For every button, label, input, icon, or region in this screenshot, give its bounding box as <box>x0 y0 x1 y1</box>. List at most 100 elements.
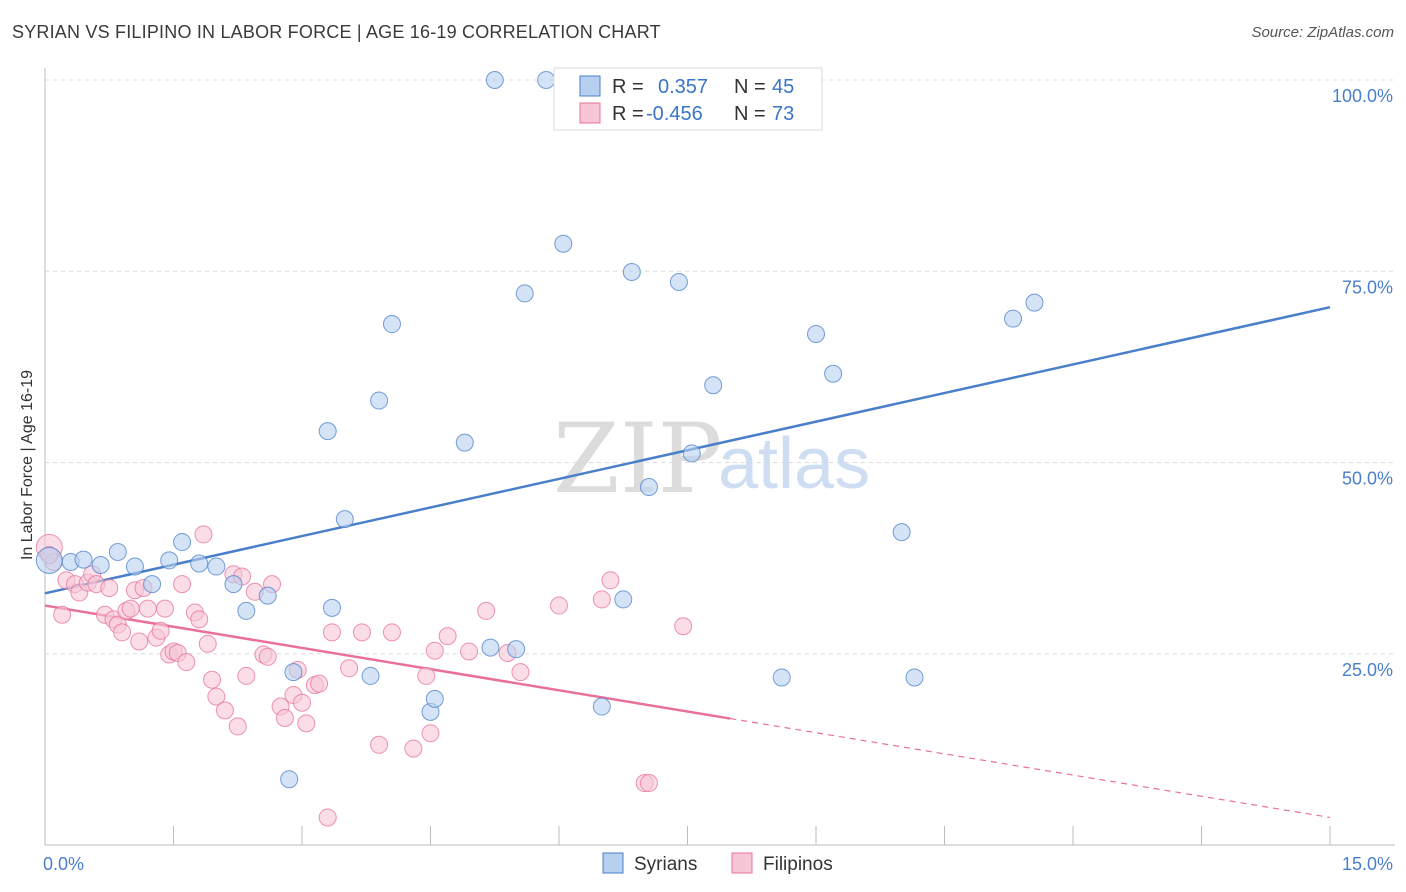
data-point-filipinos <box>258 647 277 666</box>
data-point-filipinos <box>275 709 294 728</box>
data-point-filipinos <box>382 623 401 642</box>
data-point-syrians <box>592 697 611 716</box>
data-point-syrians <box>280 770 299 789</box>
chart-source: Source: ZipAtlas.com <box>1251 24 1394 41</box>
data-point-syrians <box>614 590 633 609</box>
data-point-filipinos <box>340 659 359 678</box>
data-point-syrians <box>1025 293 1044 312</box>
data-point-syrians <box>173 533 192 552</box>
data-point-filipinos <box>425 641 444 660</box>
data-point-syrians <box>237 601 256 620</box>
legend-r-value-filipinos: -0.456 <box>646 103 703 125</box>
bottom-legend-swatch-syrians <box>602 852 624 874</box>
data-point-filipinos <box>138 599 157 618</box>
data-point-filipinos <box>477 601 496 620</box>
y-tick-label: 100.0% <box>1332 86 1393 106</box>
data-point-syrians <box>807 324 825 343</box>
data-point-filipinos <box>352 623 371 642</box>
y-tick-label: 25.0% <box>1342 660 1393 680</box>
trend-line-filipinos <box>44 604 731 720</box>
data-point-syrians <box>622 263 641 282</box>
chart-title: SYRIAN VS FILIPINO IN LABOR FORCE | AGE … <box>12 22 661 42</box>
series-legend: Syrians Filipinos <box>602 852 833 875</box>
data-point-filipinos <box>322 623 341 642</box>
data-point-syrians <box>554 234 573 253</box>
data-point-syrians <box>361 666 380 685</box>
data-point-syrians <box>318 422 337 441</box>
data-point-syrians <box>455 433 474 452</box>
data-point-syrians <box>224 575 243 594</box>
data-point-filipinos <box>511 663 530 682</box>
bottom-legend-swatch-filipinos <box>731 852 753 874</box>
legend-r-label-syrians: R = <box>612 76 644 98</box>
axes <box>44 68 1395 846</box>
data-point-syrians <box>1004 309 1023 328</box>
data-point-filipinos <box>237 666 256 685</box>
data-point-syrians <box>108 543 127 562</box>
data-point-filipinos <box>53 605 72 624</box>
data-point-filipinos <box>438 627 457 646</box>
data-point-filipinos <box>190 610 209 629</box>
data-point-syrians <box>772 668 791 687</box>
data-point-filipinos <box>404 739 423 758</box>
data-point-filipinos <box>639 774 658 793</box>
data-point-filipinos <box>100 578 119 597</box>
data-point-syrians <box>639 477 658 496</box>
x-tick-label: 15.0% <box>1342 854 1393 874</box>
data-point-filipinos <box>228 717 247 736</box>
data-point-syrians <box>258 586 277 605</box>
data-point-filipinos <box>113 623 132 642</box>
legend-n-value-filipinos: 73 <box>772 103 794 125</box>
data-points <box>35 71 1044 827</box>
legend-r-value-syrians: 0.357 <box>658 76 708 98</box>
data-point-syrians <box>35 546 63 574</box>
data-point-syrians <box>669 272 688 291</box>
legend-r-label-filipinos: R = <box>612 103 644 125</box>
x-tick-labels: 0.0% 15.0% <box>43 854 1393 874</box>
gridlines <box>45 79 1395 655</box>
data-point-filipinos <box>121 599 140 618</box>
data-point-filipinos <box>592 590 611 609</box>
data-point-syrians <box>207 557 226 576</box>
data-point-filipinos <box>177 653 196 672</box>
x-tick-label: 0.0% <box>43 854 84 874</box>
legend-n-label-filipinos: N = <box>734 103 766 125</box>
data-point-filipinos <box>318 808 337 827</box>
data-point-syrians <box>425 689 444 708</box>
data-point-filipinos <box>130 632 149 651</box>
data-point-filipinos <box>215 701 234 720</box>
data-point-syrians <box>892 523 911 542</box>
data-point-filipinos <box>293 693 311 712</box>
data-point-syrians <box>335 510 354 529</box>
legend-swatch-filipinos <box>579 102 601 124</box>
legend-swatch-syrians <box>579 75 601 97</box>
trend-line-extension-filipinos <box>730 717 1331 819</box>
data-point-filipinos <box>203 670 222 689</box>
trend-lines <box>44 305 1331 819</box>
data-point-filipinos <box>151 621 170 640</box>
data-point-filipinos <box>601 571 620 590</box>
bottom-legend-label-syrians: Syrians <box>634 854 697 875</box>
data-point-syrians <box>160 551 179 570</box>
data-point-syrians <box>74 550 93 569</box>
y-tick-label: 75.0% <box>1342 277 1393 297</box>
data-point-syrians <box>682 444 701 463</box>
bottom-legend-label-filipinos: Filipinos <box>763 854 833 875</box>
data-point-filipinos <box>460 642 479 661</box>
data-point-filipinos <box>417 666 436 685</box>
data-point-filipinos <box>173 575 192 594</box>
data-point-syrians <box>322 598 341 617</box>
data-point-filipinos <box>370 735 389 754</box>
y-tick-labels: 25.0% 50.0% 75.0% 100.0% <box>1332 86 1393 680</box>
legend-n-value-syrians: 45 <box>772 76 794 98</box>
data-point-syrians <box>91 556 110 575</box>
data-point-syrians <box>905 668 924 687</box>
data-point-filipinos <box>550 596 568 615</box>
data-point-filipinos <box>674 617 693 636</box>
data-point-syrians <box>537 71 556 89</box>
data-point-syrians <box>190 554 209 573</box>
watermark-atlas: atlas <box>718 424 870 504</box>
data-point-filipinos <box>297 714 316 733</box>
data-point-syrians <box>382 315 401 334</box>
data-point-syrians <box>515 284 534 303</box>
